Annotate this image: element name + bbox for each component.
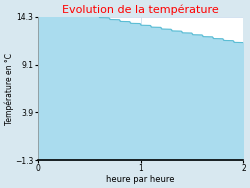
- Title: Evolution de la température: Evolution de la température: [62, 4, 219, 15]
- X-axis label: heure par heure: heure par heure: [106, 175, 175, 184]
- Y-axis label: Température en °C: Température en °C: [4, 53, 14, 125]
